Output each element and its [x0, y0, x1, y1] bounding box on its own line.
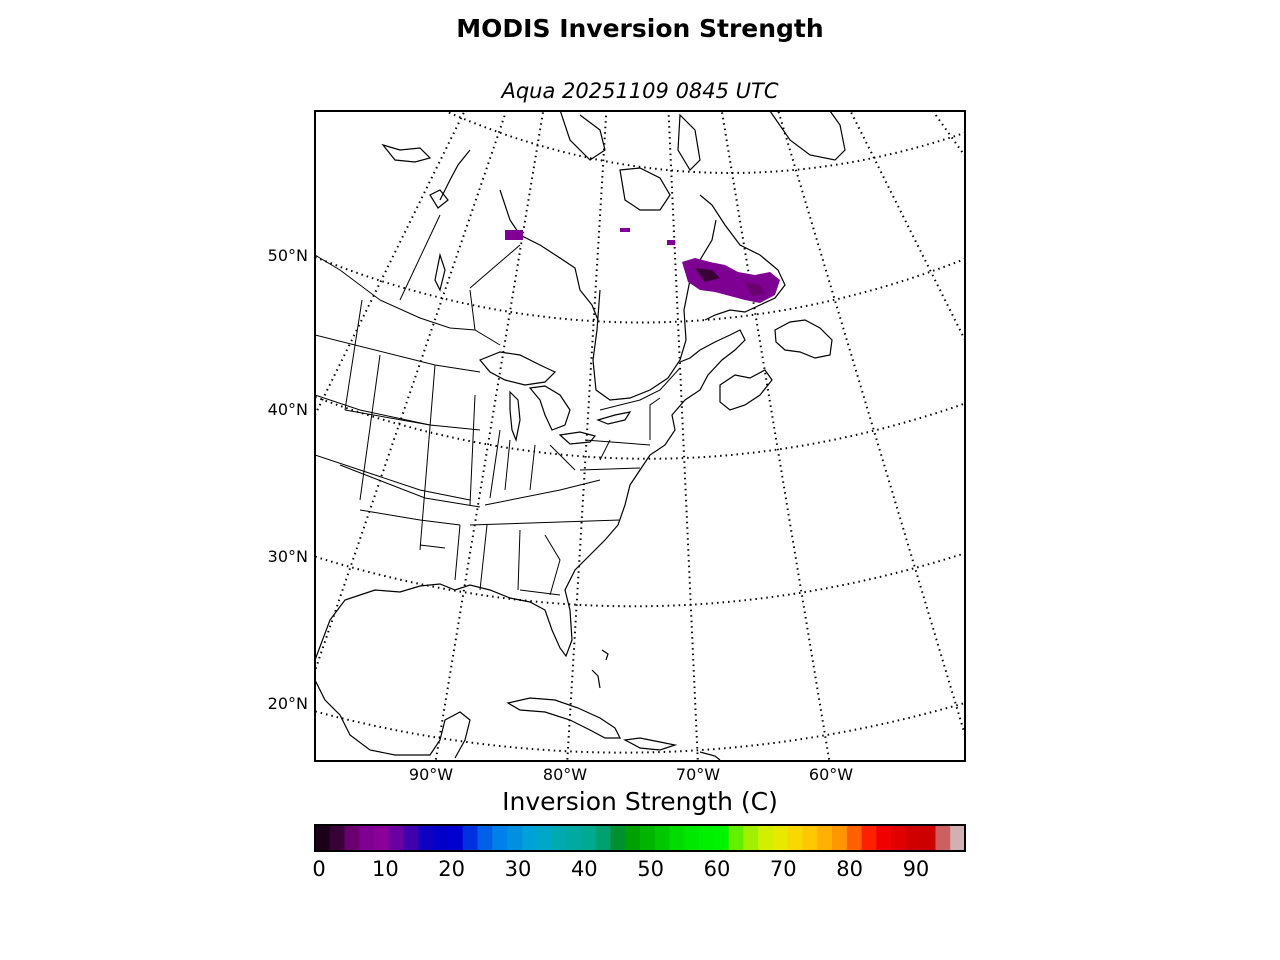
colorbar-swatch — [447, 825, 464, 851]
political-boundaries — [315, 214, 681, 596]
colorbar-swatch — [403, 825, 420, 851]
colorbar-swatch — [684, 825, 700, 851]
colorbar-label: Inversion Strength (C) — [502, 787, 778, 816]
colorbar-swatch — [728, 825, 745, 851]
colorbar-swatch — [492, 825, 508, 851]
coastlines — [315, 111, 846, 761]
colorbar-swatch — [817, 825, 833, 851]
figure-subtitle: Aqua 20251109 0845 UTC — [501, 79, 779, 103]
colorbar-tick-label: 20 — [438, 857, 465, 881]
colorbar-swatch — [640, 825, 656, 851]
colorbar-swatch — [758, 825, 774, 851]
colorbar — [315, 825, 966, 851]
colorbar-swatch — [861, 825, 877, 851]
colorbar-swatch — [610, 825, 626, 851]
colorbar-tick-label: 60 — [704, 857, 731, 881]
colorbar-swatch — [344, 825, 360, 851]
colorbar-swatch — [477, 825, 493, 851]
lon-label-90w: 90°W — [409, 765, 453, 784]
colorbar-swatch — [787, 825, 804, 851]
colorbar-swatch — [743, 825, 759, 851]
lon-label-80w: 80°W — [543, 765, 587, 784]
colorbar-swatch — [832, 825, 848, 851]
lon-label-60w: 60°W — [809, 765, 853, 784]
colorbar-tick-label: 50 — [637, 857, 664, 881]
colorbar-tick-label: 10 — [372, 857, 399, 881]
colorbar-swatch — [920, 825, 937, 851]
colorbar-swatch — [551, 825, 567, 851]
inversion-data — [505, 228, 780, 303]
colorbar-swatch — [950, 825, 966, 851]
colorbar-tick-label: 30 — [505, 857, 532, 881]
lat-label-30n: 30°N — [268, 547, 308, 566]
colorbar-swatch — [654, 825, 671, 851]
colorbar-swatch — [625, 825, 641, 851]
colorbar-swatch — [802, 825, 818, 851]
colorbar-tick-label: 80 — [836, 857, 863, 881]
colorbar-swatch — [595, 825, 612, 851]
colorbar-swatch — [359, 825, 375, 851]
colorbar-frame — [314, 824, 966, 852]
colorbar-tick-label: 70 — [770, 857, 797, 881]
colorbar-swatch — [846, 825, 863, 851]
colorbar-swatch — [580, 825, 597, 851]
latitude-lines — [315, 111, 965, 754]
colorbar-swatch — [713, 825, 730, 851]
colorbar-swatch — [315, 825, 331, 851]
colorbar-swatch — [669, 825, 685, 851]
colorbar-swatch — [536, 825, 552, 851]
colorbar-tick-label: 0 — [312, 857, 325, 881]
colorbar-swatch — [935, 825, 951, 851]
colorbar-swatch — [507, 825, 523, 851]
map-area — [315, 111, 965, 761]
colorbar-swatch — [374, 825, 390, 851]
lat-label-40n: 40°N — [268, 400, 308, 419]
colorbar-swatch — [329, 825, 346, 851]
colorbar-swatch — [772, 825, 789, 851]
colorbar-swatch — [876, 825, 892, 851]
figure-title: MODIS Inversion Strength — [456, 14, 824, 43]
map-frame — [314, 110, 966, 762]
lon-label-70w: 70°W — [676, 765, 720, 784]
colorbar-tick-label: 40 — [571, 857, 598, 881]
colorbar-swatch — [699, 825, 715, 851]
lat-label-50n: 50°N — [268, 246, 308, 265]
colorbar-tick-label: 90 — [903, 857, 930, 881]
colorbar-swatch — [388, 825, 405, 851]
colorbar-swatch — [521, 825, 538, 851]
colorbar-swatch — [905, 825, 922, 851]
lat-label-20n: 20°N — [268, 694, 308, 713]
colorbar-swatch — [418, 825, 434, 851]
colorbar-swatch — [433, 825, 449, 851]
colorbar-swatch — [566, 825, 582, 851]
colorbar-swatch — [891, 825, 907, 851]
colorbar-ticks: 0 10 20 30 40 50 60 70 80 90 — [312, 857, 929, 881]
colorbar-swatch — [462, 825, 479, 851]
